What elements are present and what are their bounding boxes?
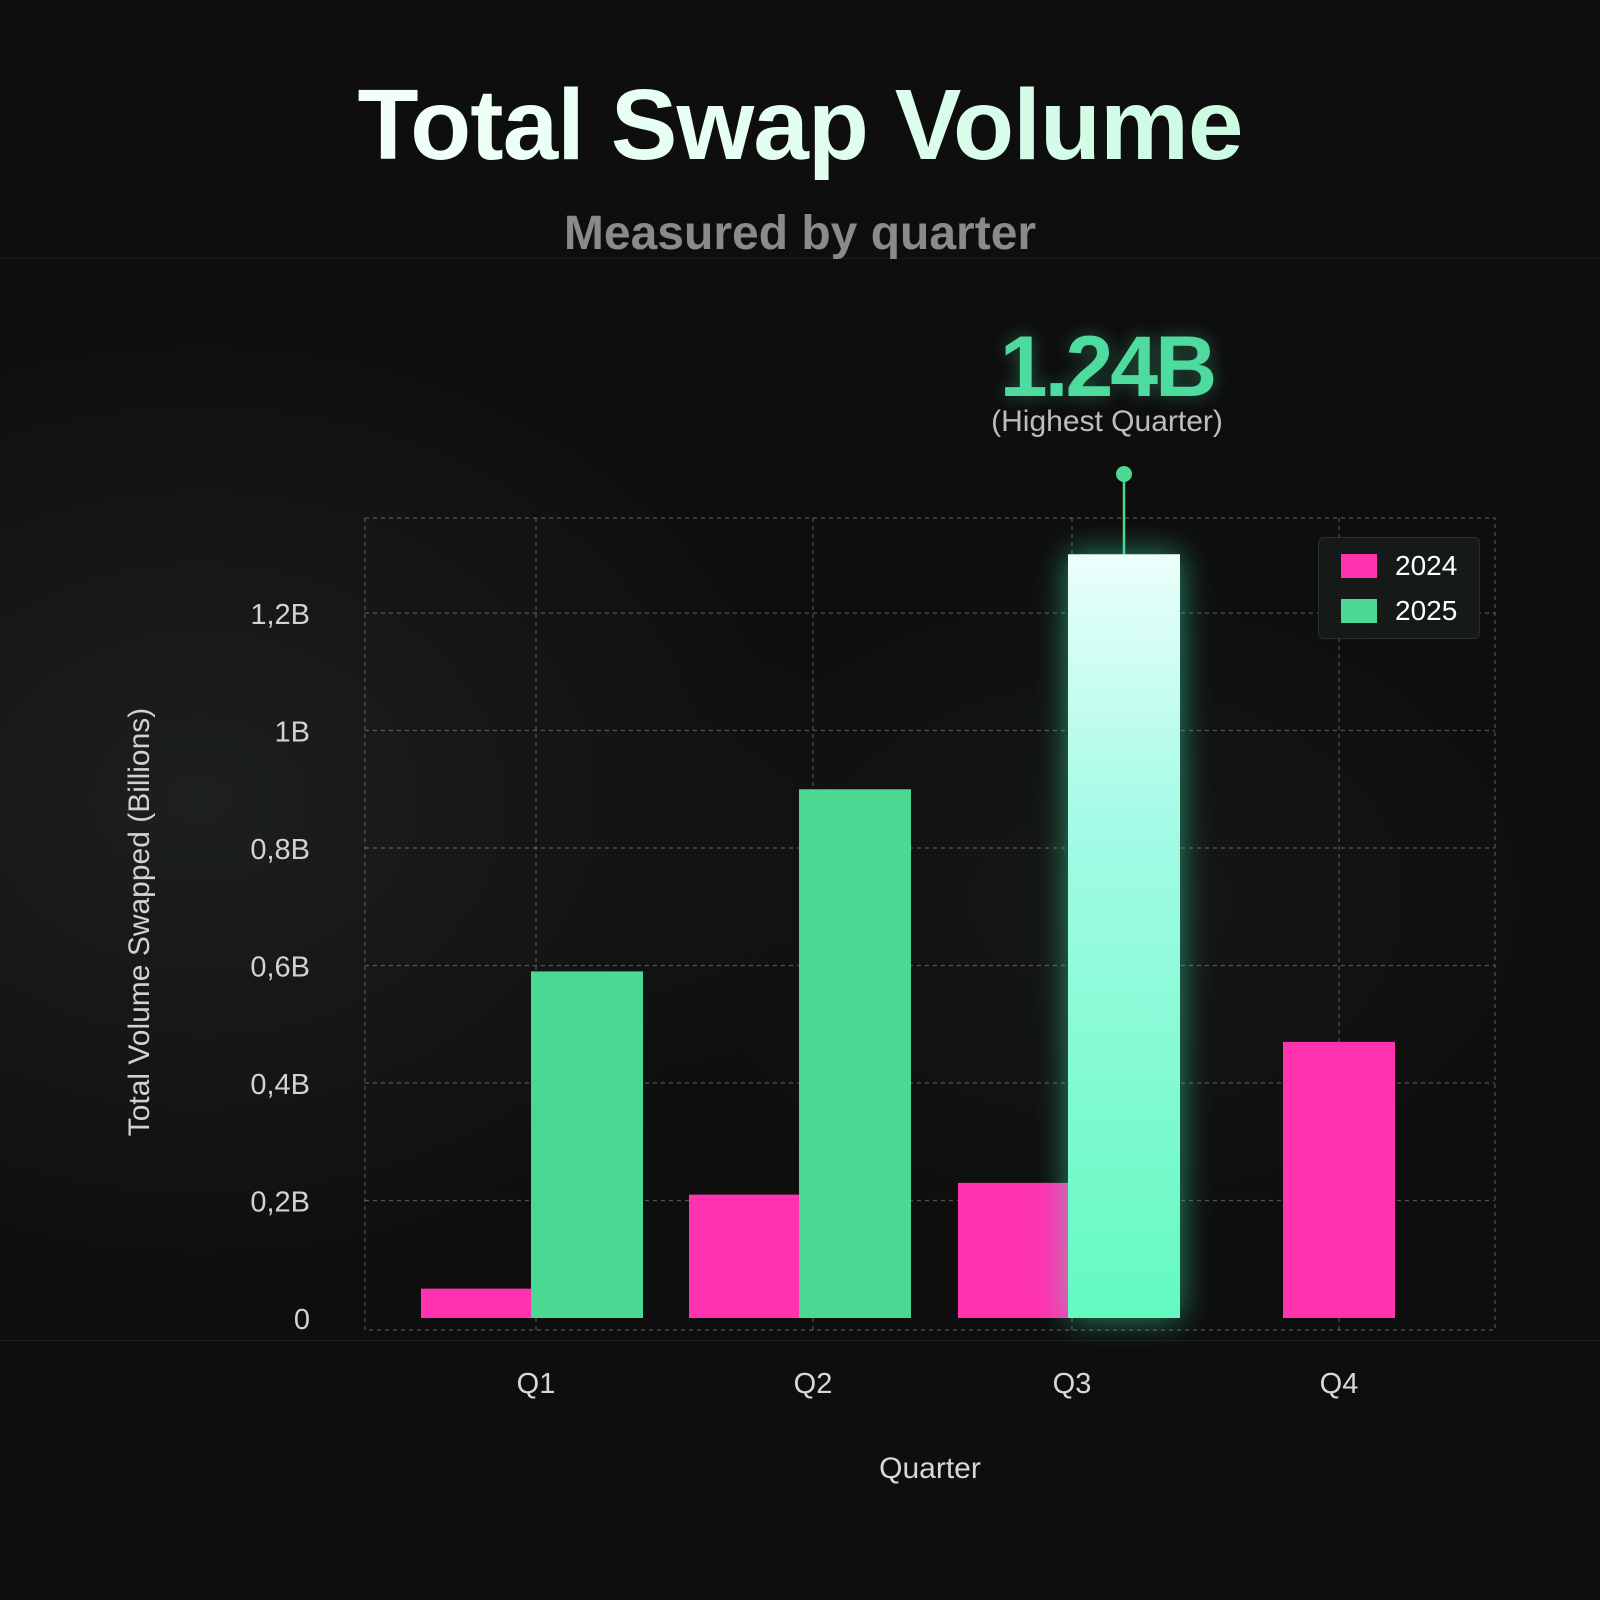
legend-swatch-2025 [1341,599,1377,623]
bar-q2-2024 [689,1194,801,1318]
bar-q1-2025 [531,971,643,1318]
y-tick-label: 0,4B [250,1069,310,1101]
highest-quarter-value: 1.24B [999,319,1218,415]
highest-quarter-note: (Highest Quarter) [991,405,1223,438]
y-tick-label: 1,2B [250,599,310,631]
x-tick-label: Q2 [794,1368,833,1400]
bar-q3-2024 [958,1182,1070,1318]
divider-top [0,258,1600,259]
x-axis-label: Quarter [879,1452,981,1485]
y-tick-label: 0,2B [250,1187,310,1219]
highlight-pointer-dot [1116,466,1132,482]
page-title: Total Swap Volume [0,68,1600,183]
page-subtitle: Measured by quarter [563,207,1037,260]
bar-q4-2024 [1283,1041,1395,1318]
legend: 2024 2025 [1318,537,1480,639]
x-tick-label: Q1 [517,1368,556,1400]
legend-label-2024: 2024 [1395,550,1458,581]
legend-item-2024: 2024 [1341,549,1457,583]
legend-swatch-2024 [1341,554,1377,578]
bar-q2-2025 [799,789,911,1318]
legend-label-2025: 2025 [1395,595,1458,626]
legend-item-2025: 2025 [1341,594,1457,628]
x-tick-label: Q3 [1053,1368,1092,1400]
y-tick-label: 0,8B [250,834,310,866]
x-tick-label: Q4 [1320,1368,1359,1400]
bar-q1-2024 [421,1288,533,1318]
plot-frame [364,517,1496,1331]
divider-bottom [0,1340,1600,1341]
y-axis-label: Total Volume Swapped (Billions) [123,707,156,1137]
y-tick-label: 0 [294,1304,310,1336]
y-tick-label: 1B [275,717,310,749]
bar-q3-2025 [1068,554,1180,1318]
y-tick-label: 0,6B [250,952,310,984]
